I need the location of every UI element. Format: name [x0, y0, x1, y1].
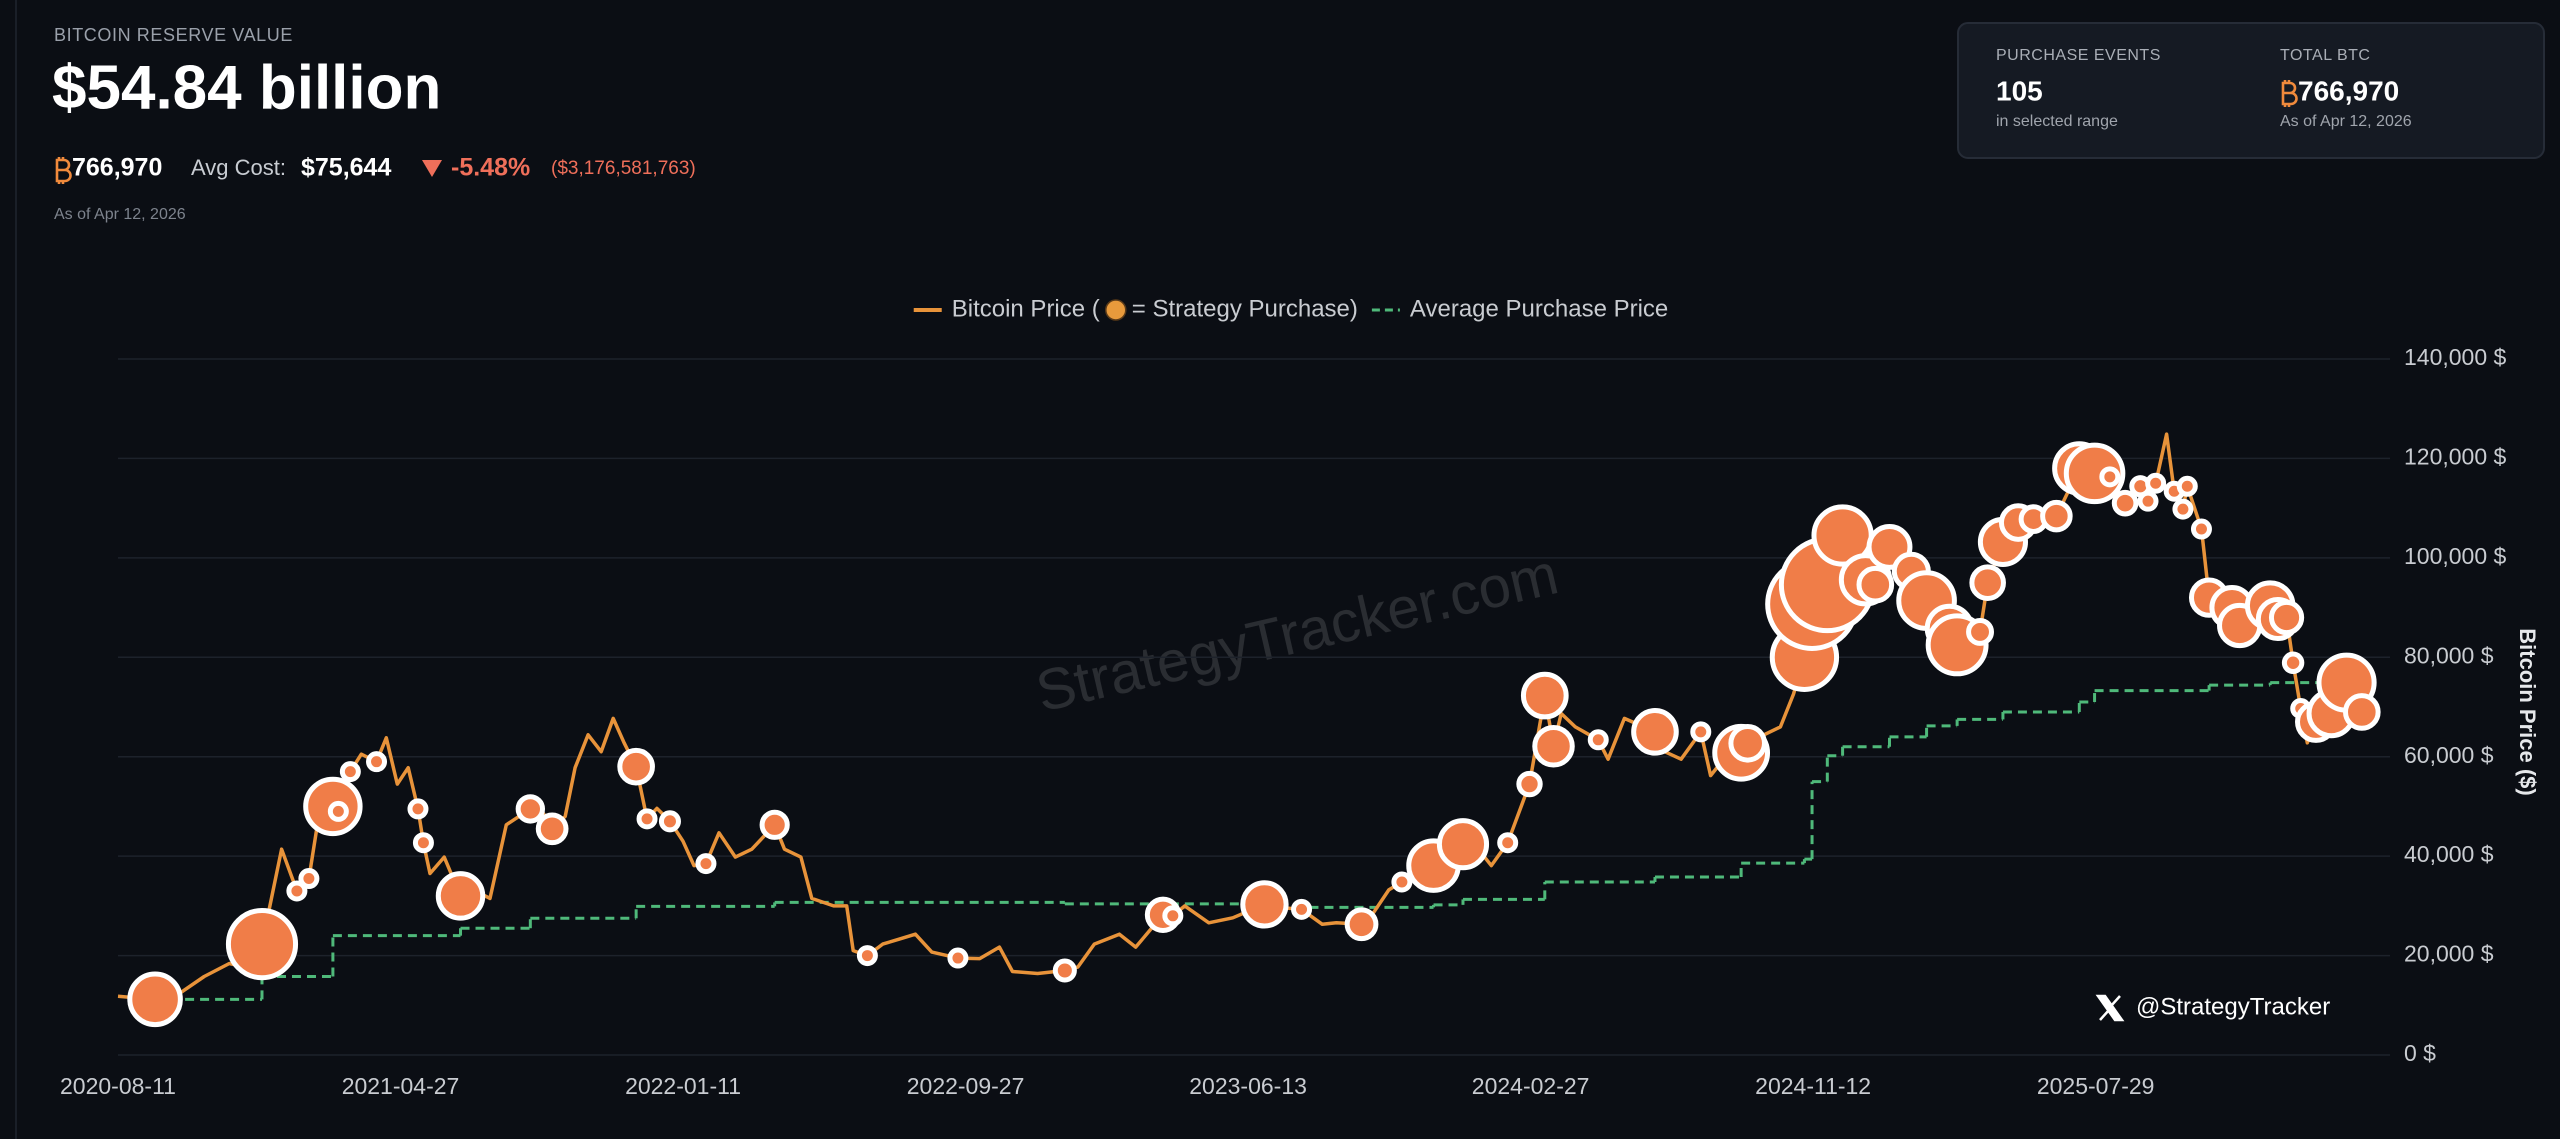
stats-card [1957, 22, 2545, 159]
credit: @StrategyTracker [2136, 993, 2330, 1020]
purchase-bubble [1966, 617, 1995, 646]
purchase-bubble [2099, 466, 2121, 488]
change-pct: -5.48% [451, 154, 530, 182]
y-tick-label: 80,000 $ [2404, 642, 2494, 668]
purchase-bubble [435, 871, 486, 921]
change-usd: ($3,176,581,763) [551, 158, 696, 179]
purchase-bubble [1520, 671, 1569, 720]
purchase-bubble [1728, 723, 1767, 763]
purchase-bubble [1344, 907, 1379, 942]
purchase-bubble [1587, 729, 1609, 751]
y-tick-label: 20,000 $ [2404, 941, 2494, 967]
x-tick-label: 2024-02-27 [1472, 1073, 1590, 1099]
purchase-bubble [1631, 708, 1679, 756]
stat-value: 766,970 [2298, 75, 2399, 106]
purchase-bubble [1052, 958, 1077, 983]
purchase-bubble [2343, 693, 2381, 731]
purchase-bubble [1856, 565, 1895, 604]
purchase-bubble [1162, 905, 1184, 927]
purchase-bubble [2111, 489, 2139, 517]
x-tick-label: 2021-04-27 [342, 1073, 460, 1099]
x-logo [2095, 994, 2125, 1022]
legend: Bitcoin Price ( = Strategy Purchase) Avera… [913, 295, 1668, 322]
avg-cost: $75,644 [301, 154, 391, 182]
legend-label: Bitcoin Price ( [952, 295, 1100, 322]
purchase-bubble [2268, 599, 2305, 636]
purchase-bubble [2172, 498, 2194, 520]
eyebrow: BITCOIN RESERVE VALUE [54, 25, 293, 45]
purchase-bubble [407, 798, 429, 820]
purchase-bubble [2281, 651, 2305, 674]
purchase-bubble [327, 800, 349, 822]
purchase-bubble [2190, 518, 2212, 540]
x-tick-label: 2025-07-29 [2037, 1073, 2155, 1099]
purchase-bubble [1436, 818, 1490, 871]
avg-cost-label: Avg Cost: [191, 155, 286, 180]
y-tick-label: 120,000 $ [2404, 444, 2507, 470]
btc-holdings: 766,970 [72, 154, 162, 182]
stat-label: TOTAL BTC [2280, 47, 2370, 64]
purchase-bubble [366, 751, 388, 773]
purchase-bubble [695, 853, 717, 875]
y-axis-title: Bitcoin Price ($) [2515, 628, 2540, 795]
purchase-bubble [2063, 442, 2126, 505]
purchase-bubble [225, 908, 299, 981]
purchase-bubble [298, 868, 320, 890]
reserve-value: $54.84 billion [52, 53, 441, 122]
stat-note: in selected range [1996, 113, 2118, 130]
stat-value: 105 [1996, 75, 2043, 106]
purchase-bubble [636, 808, 658, 830]
purchase-bubble [617, 747, 655, 786]
purchase-bubble [1391, 871, 1413, 893]
y-tick-label: 140,000 $ [2404, 344, 2507, 370]
y-tick-label: 0 $ [2404, 1040, 2436, 1066]
purchase-bubble [2040, 499, 2073, 533]
purchase-bubble [339, 761, 361, 783]
stat-label: PURCHASE EVENTS [1996, 47, 2161, 64]
x-tick-label: 2022-09-27 [907, 1073, 1025, 1099]
purchase-bubble [759, 809, 790, 840]
purchase-bubble [127, 971, 183, 1028]
purchase-bubble [1516, 770, 1543, 798]
purchase-bubble [1497, 832, 1519, 854]
x-tick-label: 2024-11-12 [1755, 1073, 1871, 1099]
purchase-bubble [1690, 721, 1712, 743]
purchase-bubble [856, 945, 878, 967]
x-tick-label: 2023-06-13 [1189, 1073, 1307, 1099]
purchase-bubble [658, 810, 681, 833]
btc-icon [55, 157, 72, 184]
purchase-bubble [1240, 880, 1289, 929]
purchase-bubble [2145, 472, 2167, 494]
purchase-bubble [2137, 490, 2159, 512]
legend-swatch [1105, 299, 1127, 321]
purchase-bubble [515, 794, 546, 824]
purchase-bubble [412, 832, 434, 854]
purchase-bubble [947, 947, 969, 969]
purchase-bubble [286, 880, 308, 902]
legend-label: = Strategy Purchase) [1132, 295, 1358, 322]
purchase-bubble [1532, 725, 1575, 768]
btc-icon [2281, 80, 2298, 107]
y-tick-label: 40,000 $ [2404, 841, 2494, 867]
down-arrow [422, 160, 442, 177]
as-of: As of Apr 12, 2026 [54, 206, 186, 223]
stat-note: As of Apr 12, 2026 [2280, 113, 2412, 130]
purchase-bubble [535, 812, 569, 846]
x-tick-label: 2022-01-11 [625, 1073, 741, 1099]
y-tick-label: 60,000 $ [2404, 742, 2494, 768]
legend-label: Average Purchase Price [1410, 295, 1668, 322]
x-tick-label: 2020-08-11 [60, 1073, 176, 1099]
purchase-bubble [2176, 475, 2198, 497]
purchase-bubble [1969, 564, 2006, 602]
purchase-bubble [1291, 898, 1313, 920]
y-tick-label: 100,000 $ [2404, 543, 2507, 569]
